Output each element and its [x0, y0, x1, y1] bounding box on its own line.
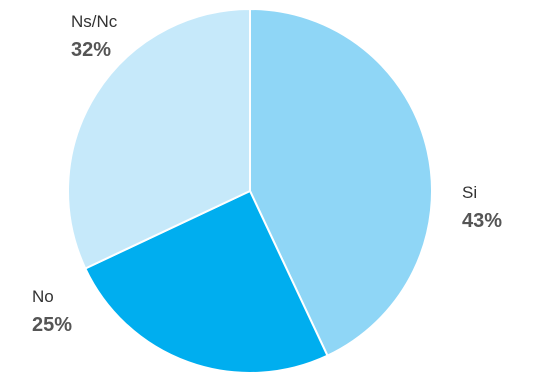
slice-name-nsnc: Ns/Nc: [71, 12, 118, 31]
slice-label-no: No 25%: [32, 288, 72, 335]
pie-slice-no: [84, 190, 329, 374]
slice-label-nsnc: Ns/Nc 32%: [71, 13, 117, 60]
slice-percent-nsnc: 32%: [71, 39, 112, 61]
pie-slice-si: [249, 8, 433, 357]
slice-percent-si: 43%: [462, 210, 503, 232]
slice-name-si: Si: [462, 183, 478, 202]
slice-label-si: Si 43%: [462, 184, 502, 231]
pie-slices: [67, 8, 433, 374]
slice-percent-no: 25%: [32, 314, 73, 336]
pie-slice-ns-nc: [67, 8, 251, 270]
slice-name-no: No: [32, 287, 54, 306]
